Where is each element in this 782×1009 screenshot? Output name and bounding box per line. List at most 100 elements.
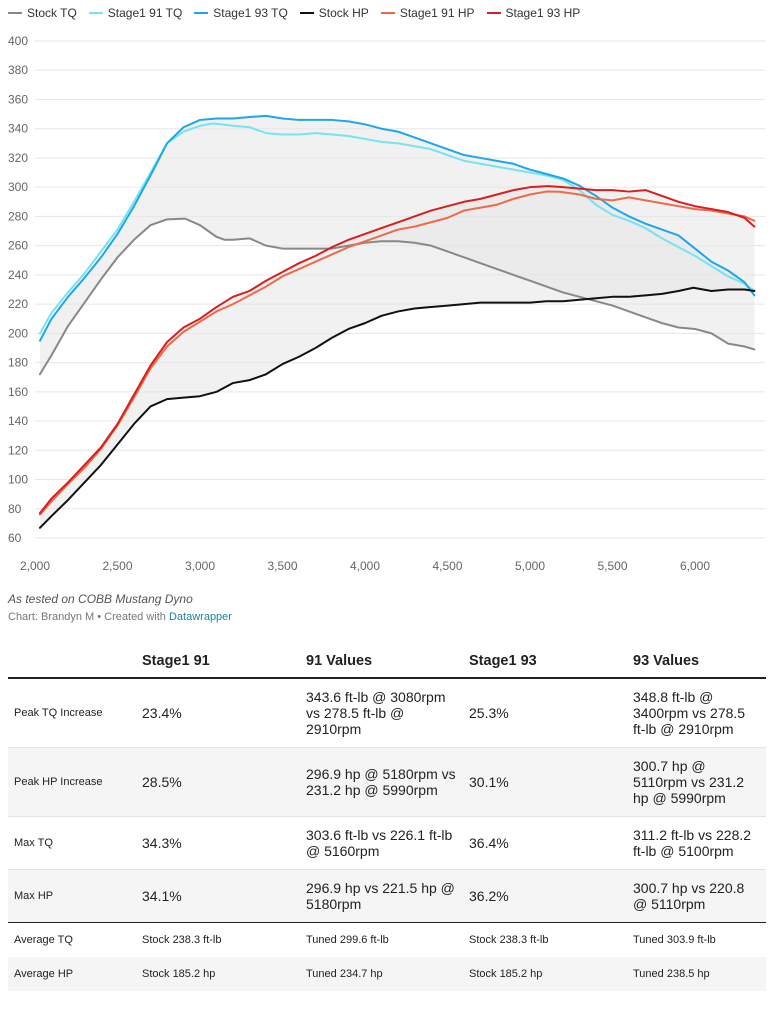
y-tick-label: 200 [8,326,28,340]
legend-label: Stage1 91 TQ [107,6,183,20]
values-table: Stage1 91 91 Values Stage1 93 93 Values … [8,643,766,991]
table-cell: 343.6 ft-lb @ 3080rpm vs 278.5 ft-lb @ 2… [300,678,463,748]
table-cell: Stock 185.2 hp [136,957,300,991]
legend-label: Stage1 93 HP [505,6,581,20]
legend-swatch [8,12,22,14]
label-layer: 400 380 360 340 320 300 280 260 240 220 200 180 160 1… [8,34,710,573]
table-row: Max TQ 34.3% 303.6 ft-lb vs 226.1 ft-lb … [8,817,766,870]
table-row: Max HP 34.1% 296.9 hp vs 221.5 hp @ 5180… [8,869,766,923]
x-tick-label: 2,000 [20,559,50,573]
header-cell: 93 Values [627,643,766,679]
legend-swatch [88,12,103,14]
header-cell: Stage1 91 [136,643,300,679]
area-band [39,115,755,375]
table-cell: Stock 185.2 hp [463,957,627,991]
series-line-stock-tq [38,217,756,376]
y-tick-label: 400 [8,34,28,48]
x-tick-label: 3,500 [267,559,297,573]
y-tick-label: 300 [8,180,28,194]
table-cell: Tuned 234.7 hp [300,957,463,991]
header-cell [8,643,136,679]
table-cell: 36.4% [469,835,509,851]
legend-label: Stock HP [318,6,369,20]
table-row: Peak TQ Increase 23.4% 343.6 ft-lb @ 308… [8,678,766,748]
y-tick-label: 100 [8,473,28,487]
table-cell: Stock 238.3 ft-lb [142,934,222,946]
legend-swatch [299,12,314,14]
row-label: Max TQ [14,837,53,849]
y-tick-label: 220 [8,297,28,311]
legend-label: Stage1 91 HP [399,6,475,20]
table-cell: 303.6 ft-lb vs 226.1 ft-lb @ 5160rpm [306,827,453,859]
table-cell: Stock 238.3 ft-lb [469,934,549,946]
header-cell: Stage1 93 [463,643,627,679]
table-cell: Tuned 238.5 hp [627,957,766,991]
y-tick-label: 60 [8,531,22,545]
table-cell: 34.1% [136,869,300,923]
header-cell: 91 Values [300,643,463,679]
x-tick-label: 5,000 [515,559,545,573]
series-line-stage1-91-hp [38,190,756,516]
y-tick-label: 380 [8,63,28,77]
chart-caption: As tested on COBB Mustang Dyno [8,592,193,606]
series-line-stock-hp [38,286,756,529]
x-tick-label: 6,000 [680,559,710,573]
table-header-row: Stage1 91 91 Values Stage1 93 93 Values [8,643,766,679]
row-label: Average HP [8,957,136,991]
datawrapper-link[interactable]: Datawrapper [168,611,232,623]
x-tick-label: 3,000 [185,559,215,573]
table-cell: 34.3% [142,835,182,851]
legend-item-stage1-93-tq: Stage1 93 TQ [194,5,288,21]
legend-label: Stage1 93 TQ [213,6,288,20]
legend-item-stock-hp: Stock HP [299,5,369,21]
table-cell: 25.3% [463,678,627,748]
chart-legend: Stock TQ Stage1 91 TQ Stage1 93 TQ Stock… [8,5,592,21]
row-label: Max HP [8,869,136,923]
table-cell: 300.7 hp vs 220.8 @ 5110rpm [627,869,766,923]
legend-item-stage1-91-hp: Stage1 91 HP [380,5,475,21]
row-label: Peak HP Increase [8,747,136,817]
table-cell: 23.4% [136,678,300,748]
table-cell: 36.2% [463,869,627,923]
legend-swatch [486,12,501,14]
y-tick-label: 320 [8,151,28,165]
legend-item-stage1-91-tq: Stage1 91 TQ [88,5,183,21]
x-tick-label: 4,000 [350,559,380,573]
table-cell: 296.9 hp @ 5180rpm vs 231.2 hp @ 5990rpm [300,747,463,817]
legend-item-stock-tq: Stock TQ [8,5,77,21]
row-label: Average TQ [14,934,73,946]
legend-label: Stock TQ [27,6,77,20]
area-band [39,186,755,528]
table-cell: 28.5% [136,747,300,817]
legend-swatch [380,12,395,14]
y-tick-label: 120 [8,443,28,457]
table-row: Average HP Stock 185.2 hp Tuned 234.7 hp… [8,957,766,991]
series-line-stage1-93-hp [38,185,756,515]
x-tick-label: 4,500 [432,559,462,573]
y-tick-label: 260 [8,239,28,253]
y-tick-label: 140 [8,414,28,428]
credit-text: Chart: Brandyn M • Created with [8,611,169,623]
legend-swatch [194,12,209,14]
row-label: Peak TQ Increase [8,678,136,748]
line-layer [38,114,756,529]
y-tick-label: 80 [8,502,22,516]
chart-credit: Chart: Brandyn M • Created with Datawrap… [8,611,232,623]
table-row: Average TQ Stock 238.3 ft-lb Tuned 299.6… [8,923,766,958]
y-tick-label: 280 [8,209,28,223]
table-cell: 300.7 hp @ 5110rpm vs 231.2 hp @ 5990rpm [627,747,766,817]
table-cell: Tuned 299.6 ft-lb [306,934,389,946]
y-tick-label: 160 [8,385,28,399]
y-tick-label: 180 [8,356,28,370]
table-cell: 311.2 ft-lb vs 228.2 ft-lb @ 5100rpm [633,827,752,859]
area-layer [39,115,755,528]
y-tick-label: 240 [8,268,28,282]
x-tick-label: 2,500 [102,559,132,573]
table-cell: 296.9 hp vs 221.5 hp @ 5180rpm [300,869,463,923]
legend-item-stage1-93-hp: Stage1 93 HP [486,5,581,21]
table-row: Peak HP Increase 28.5% 296.9 hp @ 5180rp… [8,747,766,817]
x-tick-label: 5,500 [597,559,627,573]
dyno-line-chart: 400 380 360 340 320 300 280 260 240 220 200 180 160 1… [8,34,765,573]
table-cell: 30.1% [463,747,627,817]
series-line-stage1-93-tq [38,114,756,342]
